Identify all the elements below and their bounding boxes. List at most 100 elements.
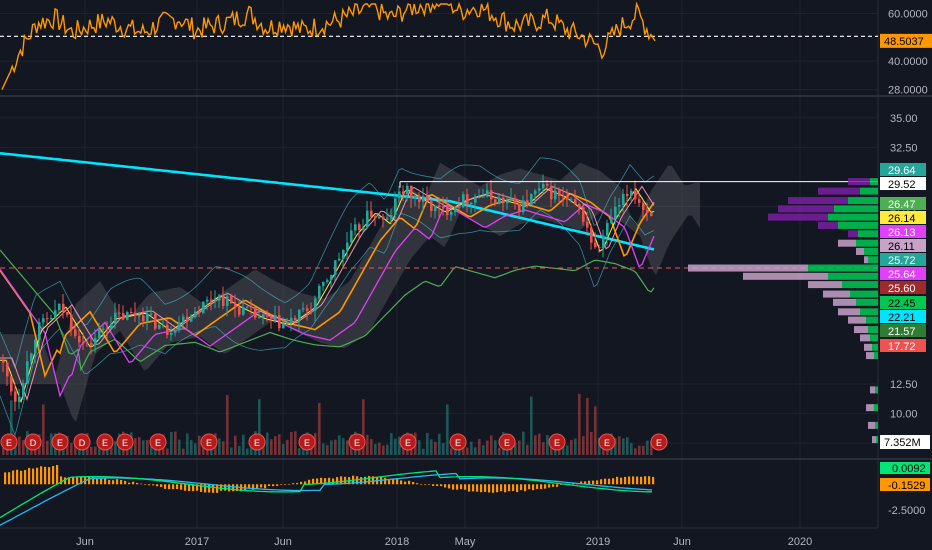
earnings-marker-label: E <box>206 438 212 448</box>
volume-bar <box>542 442 545 455</box>
price-label-text: 22.21 <box>888 312 916 324</box>
volume-bar <box>226 394 229 455</box>
macd-histogram-bar <box>200 484 203 492</box>
macd-histogram-bar <box>448 484 451 489</box>
macd-histogram-bar <box>12 470 15 485</box>
price-tick-1: 32.50 <box>890 142 918 154</box>
macd-histogram-bar <box>440 484 443 487</box>
candle-body <box>622 193 625 206</box>
bollinger-lower <box>0 209 655 437</box>
volume-bar <box>422 448 425 455</box>
macd-histogram-bar <box>412 482 415 485</box>
price-label-badge <box>880 267 926 280</box>
candle-body <box>230 296 233 304</box>
sma-20-line <box>0 185 655 402</box>
time-tick-0: Jun <box>76 536 94 548</box>
price-label-badge <box>880 177 926 190</box>
candle-body <box>426 196 429 202</box>
volume-bar <box>266 432 269 455</box>
macd-histogram-bar <box>108 479 111 485</box>
price-label-badge <box>880 239 926 252</box>
volume-bar <box>206 447 209 455</box>
volume-profile-row-up <box>868 326 878 334</box>
volume-bar <box>394 438 397 455</box>
macd-histogram-bar <box>64 477 67 485</box>
candle-body <box>158 324 161 329</box>
candle-body <box>82 342 85 344</box>
candle-body <box>282 323 285 329</box>
price-label-text: 17.72 <box>888 341 916 353</box>
candle-body <box>398 191 401 199</box>
volume-bar <box>590 431 593 455</box>
candle-body <box>602 235 605 249</box>
macd-histogram-bar <box>44 466 47 485</box>
volume-bar <box>586 398 589 455</box>
price-label-text: 29.52 <box>888 179 916 191</box>
macd-histogram-bar <box>132 481 135 485</box>
candle-body <box>258 317 261 319</box>
candle-body <box>454 206 457 213</box>
macd-histogram-bar <box>220 484 223 491</box>
candle-body <box>378 216 381 219</box>
volume-bar <box>430 439 433 455</box>
candle-body <box>298 309 301 321</box>
volume-bar <box>322 443 325 455</box>
macd-histogram-bar <box>364 476 367 485</box>
macd-histogram-bar <box>536 484 539 489</box>
volume-bar <box>450 448 453 455</box>
volume-bar <box>326 445 329 455</box>
candle-body <box>74 329 77 336</box>
macd-histogram-bar <box>212 484 215 493</box>
volume-bar <box>138 437 141 455</box>
candle-body <box>502 197 505 204</box>
volume-bar <box>338 435 341 455</box>
volume-bar <box>238 445 241 455</box>
volume-bar <box>478 439 481 455</box>
macd-histogram-bar <box>28 467 31 485</box>
candle-body <box>210 299 213 302</box>
candle-body <box>194 311 197 318</box>
candle-body <box>466 194 469 205</box>
macd-histogram-bar <box>396 479 399 485</box>
candle-body <box>410 185 413 198</box>
candle-body <box>594 242 597 248</box>
candle-body <box>470 202 473 205</box>
macd-histogram-bar <box>648 476 651 485</box>
earnings-marker-bg <box>200 433 218 451</box>
macd-histogram-bar <box>304 481 307 485</box>
candle-body <box>270 316 273 319</box>
time-axis[interactable]: Jun 2017 Jun 2018 May 2019 Jun 2020 <box>0 527 878 548</box>
earnings-marker-bg <box>298 433 316 451</box>
candle-body <box>362 227 365 230</box>
volume-profile-row-up <box>808 264 878 272</box>
candle-body <box>166 324 169 336</box>
volume-profile-row <box>866 352 874 360</box>
volume-profile-row-up <box>875 421 878 429</box>
macd-histogram-bar <box>72 476 75 485</box>
price-label-text: 25.64 <box>888 269 916 281</box>
macd-histogram-bar <box>384 478 387 485</box>
volume-bar <box>142 440 145 455</box>
earnings-marker-label: E <box>6 438 12 448</box>
macd-histogram-bar <box>20 470 23 485</box>
earnings-marker-bg <box>96 433 114 451</box>
volume-bar <box>434 441 437 455</box>
macd-histogram-bar <box>68 477 71 485</box>
ichimoku-cloud <box>0 162 700 422</box>
price-label-badge <box>880 339 926 352</box>
macd-histogram-bar <box>180 484 183 490</box>
earnings-marker-label: E <box>304 438 310 448</box>
macd-histogram-bar <box>644 476 647 485</box>
volume-bar <box>90 446 93 455</box>
macd-histogram-bar <box>264 484 267 489</box>
earnings-marker-label: E <box>354 438 360 448</box>
volume-profile-row <box>838 308 860 316</box>
volume-profile-row-up <box>876 436 878 444</box>
macd-histogram-bar <box>228 484 231 492</box>
macd-histogram-bar <box>196 484 199 491</box>
price-axis[interactable]: 60.000040.000028.000048.503735.0032.5027… <box>880 9 932 517</box>
bollinger-upper <box>0 157 655 370</box>
candle-body <box>310 310 313 312</box>
candle-body <box>146 313 149 322</box>
